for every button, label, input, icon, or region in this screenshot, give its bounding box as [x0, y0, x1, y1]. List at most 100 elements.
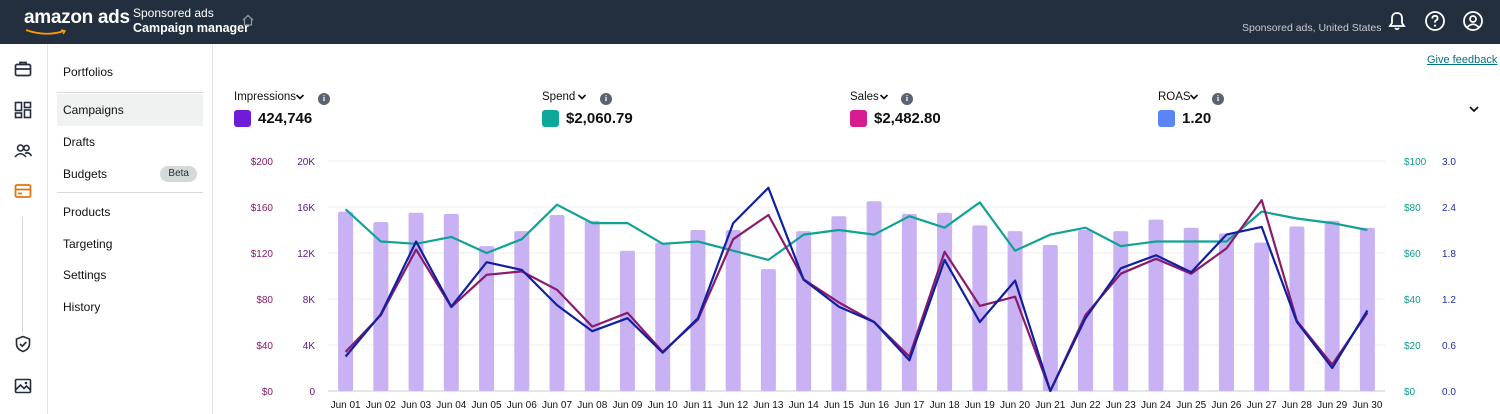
campaign-subnav: Portfolios Campaigns Drafts Budgets Beta… [48, 44, 213, 414]
chevron-down-icon[interactable] [1189, 93, 1199, 101]
x-axis-tick-label: Jun 03 [401, 400, 431, 411]
x-axis-tick-label: Jun 19 [965, 400, 995, 411]
briefcase-icon[interactable] [13, 59, 33, 79]
impressions-bar [760, 269, 776, 391]
impressions-bar [514, 231, 530, 391]
roas-axis-tick-label: 0.0 [1442, 387, 1456, 398]
metric-sales[interactable]: Sales i $2,482.80 [850, 90, 1140, 134]
impressions-bar [725, 230, 741, 391]
top-bar: amazon ads Sponsored ads Campaign manage… [0, 0, 1500, 44]
sales-axis-tick-label: $80 [256, 295, 273, 306]
metric-label[interactable]: Impressions [234, 91, 296, 103]
impressions-axis-tick-label: 20K [297, 157, 315, 168]
x-axis-tick-label: Jun 27 [1247, 400, 1277, 411]
shield-icon[interactable] [13, 334, 33, 354]
logo-smile-icon [25, 29, 67, 35]
chevron-down-icon[interactable] [577, 93, 587, 101]
roas-axis-tick-label: 0.6 [1442, 341, 1456, 352]
nav-portfolios[interactable]: Portfolios [63, 65, 114, 79]
x-axis-tick-label: Jun 25 [1176, 400, 1206, 411]
user-icon[interactable] [1462, 10, 1484, 32]
spend-series-line [344, 201, 1368, 262]
breadcrumb-campaign-manager[interactable]: Campaign manager [133, 21, 250, 35]
metric-color-swatch [850, 110, 867, 127]
chevron-down-icon[interactable] [879, 93, 889, 101]
x-axis-tick-label: Jun 07 [542, 400, 572, 411]
dashboard-icon[interactable] [13, 100, 33, 120]
spend-axis-tick-label: $0 [1404, 387, 1416, 398]
audience-icon[interactable] [13, 141, 33, 161]
impressions-bar [1254, 242, 1270, 391]
spend-axis-tick-label: $40 [1404, 295, 1421, 306]
nav-drafts[interactable]: Drafts [63, 135, 96, 149]
rail-divider [22, 217, 23, 332]
bell-icon[interactable] [1386, 10, 1408, 32]
expand-chevron-icon[interactable] [1468, 104, 1480, 114]
metric-label[interactable]: Sales [850, 91, 879, 103]
nav-products[interactable]: Products [63, 205, 111, 219]
help-icon[interactable] [1424, 10, 1446, 32]
icon-rail [0, 44, 48, 414]
x-axis-tick-label: Jun 21 [1035, 400, 1065, 411]
sales-series-line [344, 198, 1369, 393]
impressions-bar [1042, 244, 1058, 391]
x-axis-tick-label: Jun 17 [894, 400, 924, 411]
x-axis-tick-label: Jun 12 [718, 400, 748, 411]
impressions-bar [373, 221, 389, 391]
impressions-bar [619, 250, 635, 391]
roas-axis-tick-label: 3.0 [1442, 157, 1456, 168]
nav-history[interactable]: History [63, 300, 101, 314]
spend-axis-tick-label: $100 [1404, 157, 1427, 168]
roas-axis-tick-label: 1.2 [1442, 295, 1456, 306]
x-axis-tick-label: Jun 02 [366, 400, 396, 411]
info-icon[interactable]: i [600, 93, 612, 105]
impressions-bar [1113, 231, 1129, 391]
impressions-bar [1148, 219, 1164, 391]
image-icon[interactable] [13, 376, 33, 396]
metric-value: $2,482.80 [874, 110, 941, 127]
spend-axis-tick-label: $20 [1404, 341, 1421, 352]
x-axis-tick-label: Jun 15 [824, 400, 854, 411]
spend-axis-tick-label: $60 [1404, 249, 1421, 260]
nav-targeting[interactable]: Targeting [63, 237, 113, 251]
impressions-bar [1289, 226, 1305, 391]
metric-color-swatch [234, 110, 251, 127]
x-axis-tick-label: Jun 13 [753, 400, 783, 411]
metric-impressions[interactable]: Impressions i 424,746 [234, 90, 524, 134]
x-axis-tick-label: Jun 09 [612, 400, 642, 411]
roas-axis-tick-label: 1.8 [1442, 249, 1456, 260]
amazon-ads-logo[interactable]: amazon ads [24, 7, 130, 28]
home-icon[interactable] [241, 13, 255, 27]
chevron-down-icon[interactable] [295, 93, 305, 101]
metric-spend[interactable]: Spend i $2,060.79 [542, 90, 832, 134]
metric-label[interactable]: Spend [542, 91, 576, 103]
roas-axis-tick-label: 2.4 [1442, 203, 1456, 214]
x-axis-tick-label: Jun 06 [507, 400, 537, 411]
impressions-bar [1359, 227, 1375, 391]
x-axis-tick-label: Jun 20 [1000, 400, 1030, 411]
x-axis-tick-label: Jun 30 [1352, 400, 1382, 411]
impressions-axis-tick-label: 16K [297, 203, 315, 214]
metric-roas[interactable]: ROAS i 1.20 [1158, 90, 1448, 134]
info-icon[interactable]: i [318, 93, 330, 105]
x-axis-tick-label: Jun 16 [859, 400, 889, 411]
sales-axis-tick-label: $0 [262, 387, 274, 398]
info-icon[interactable]: i [901, 93, 913, 105]
metric-label[interactable]: ROAS [1158, 91, 1191, 103]
x-axis-tick-label: Jun 10 [648, 400, 678, 411]
impressions-bar [408, 212, 424, 391]
nav-budgets[interactable]: Budgets Beta [57, 158, 203, 190]
impressions-bar [1183, 227, 1199, 391]
nav-divider [57, 192, 203, 193]
account-selector[interactable]: Sponsored ads, United States [1242, 22, 1382, 34]
nav-campaigns[interactable]: Campaigns [57, 94, 203, 126]
give-feedback-link[interactable]: Give feedback [1427, 54, 1498, 66]
impressions-bar [479, 246, 495, 391]
campaign-card-icon[interactable] [13, 181, 33, 201]
info-icon[interactable]: i [1212, 93, 1224, 105]
nav-settings[interactable]: Settings [63, 268, 107, 282]
x-axis-tick-label: Jun 01 [331, 400, 361, 411]
performance-chart: $0 $40 $80 $120 $160 $200 0 4K 8K 12K 16K 20K $0 $20 $… [251, 157, 1457, 411]
breadcrumb-sponsored-ads[interactable]: Sponsored ads [133, 6, 214, 20]
nav-divider [57, 92, 203, 93]
